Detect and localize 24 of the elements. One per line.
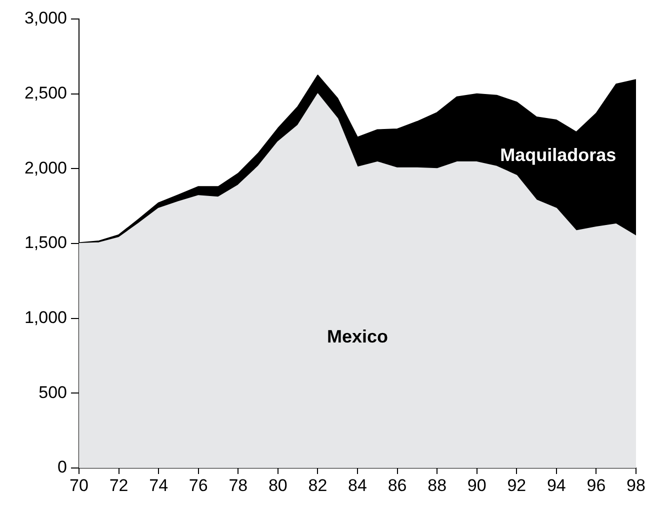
x-tick-label: 90 (467, 476, 486, 495)
x-tick-label: 72 (109, 476, 128, 495)
x-tick-label: 88 (428, 476, 447, 495)
x-tick-label: 82 (308, 476, 328, 495)
y-tick-label: 1,000 (24, 308, 67, 328)
x-tick-label: 86 (388, 476, 407, 495)
x-tick-label: 70 (70, 476, 88, 495)
series-label: Mexico (326, 326, 388, 347)
y-tick-label: 2,500 (24, 84, 67, 103)
y-tick-label: 1,500 (24, 233, 67, 252)
x-tick-label: 74 (149, 476, 168, 495)
x-tick-label: 98 (626, 476, 646, 495)
y-tick-label: 0 (58, 458, 67, 477)
y-tick-label: 500 (38, 382, 67, 402)
series-label: Maquiladoras (500, 145, 616, 166)
x-tick-label: 80 (268, 476, 288, 495)
y-tick-label: 2,000 (24, 158, 67, 178)
x-tick-label: 76 (188, 476, 208, 495)
x-tick-label: 92 (507, 476, 526, 495)
x-tick-label: 94 (546, 476, 566, 495)
x-tick-label: 96 (586, 476, 606, 495)
x-tick-label: 78 (228, 476, 248, 495)
y-tick-label: 3,000 (24, 8, 67, 28)
x-tick-label: 84 (348, 476, 367, 495)
